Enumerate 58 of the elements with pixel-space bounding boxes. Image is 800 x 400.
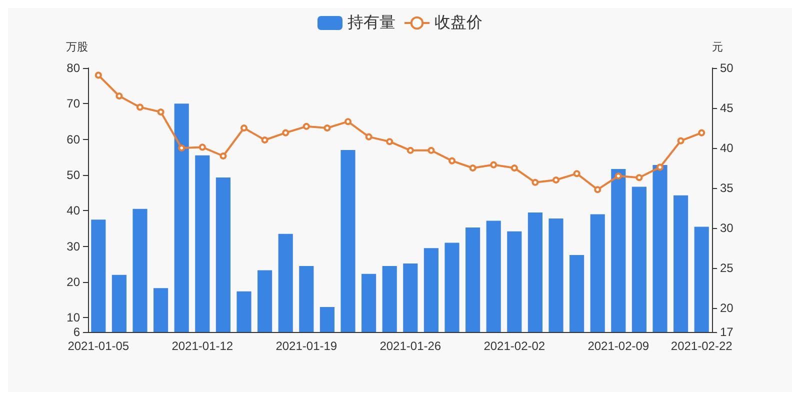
point (656, 164, 664, 171)
y-tick-label: 10 (66, 310, 80, 325)
legend-label: 收盘价 (434, 14, 482, 32)
y-tick-label: 70 (66, 96, 80, 111)
x-tick-label: 2021-02-02 (484, 339, 546, 353)
y2-tick-label: 30 (720, 221, 734, 235)
x-tick-label: 2021-01-19 (276, 339, 338, 353)
y2-tick-label: 40 (720, 141, 734, 155)
y2-axis-title: 元 (712, 42, 723, 54)
point (282, 129, 290, 136)
point (261, 136, 268, 144)
point (240, 124, 248, 132)
y-tick-label: 80 (66, 61, 80, 75)
point (302, 122, 310, 130)
point (116, 92, 123, 100)
y-tick-label: 40 (66, 204, 80, 218)
point (510, 164, 518, 172)
point (198, 144, 206, 151)
point (178, 144, 186, 152)
point (573, 170, 580, 178)
y2-tick-label: 17 (720, 325, 734, 339)
legend-label: 持有量 (348, 14, 396, 32)
x-tick-label: 2021-01-26 (380, 339, 442, 353)
point (698, 129, 706, 136)
x-tick-label: 2021-01-12 (172, 339, 234, 353)
x-tick-label: 2021-02-09 (588, 339, 650, 353)
point (428, 146, 435, 154)
point (490, 161, 498, 168)
point (157, 108, 164, 116)
y2-tick-label: 20 (720, 301, 734, 315)
point (94, 72, 102, 79)
y-tick-label: 30 (66, 239, 80, 254)
point (469, 164, 476, 172)
point (448, 157, 456, 164)
point (324, 124, 331, 132)
y-tick-label: 20 (66, 275, 80, 290)
point (677, 137, 684, 144)
y-axis-title: 万股 (66, 42, 88, 54)
point (136, 104, 144, 111)
point (636, 174, 643, 182)
point (344, 118, 352, 126)
y2-tick-label: 50 (720, 61, 734, 75)
point (614, 172, 622, 180)
y-tick-label: 6 (73, 325, 80, 339)
point (552, 176, 560, 184)
point (594, 186, 602, 194)
y2-tick-label: 35 (720, 181, 734, 195)
point (406, 146, 414, 154)
point (532, 178, 539, 186)
point (220, 152, 227, 160)
y2-tick-label: 45 (720, 101, 734, 115)
point (365, 133, 372, 140)
x-tick-label: 2021-02-22 (670, 339, 733, 353)
y-tick-label: 50 (66, 168, 80, 182)
y2-tick-label: 25 (720, 261, 734, 275)
point (386, 138, 394, 146)
y-tick-label: 60 (66, 132, 80, 146)
x-tick-label: 2021-01-05 (68, 339, 130, 353)
